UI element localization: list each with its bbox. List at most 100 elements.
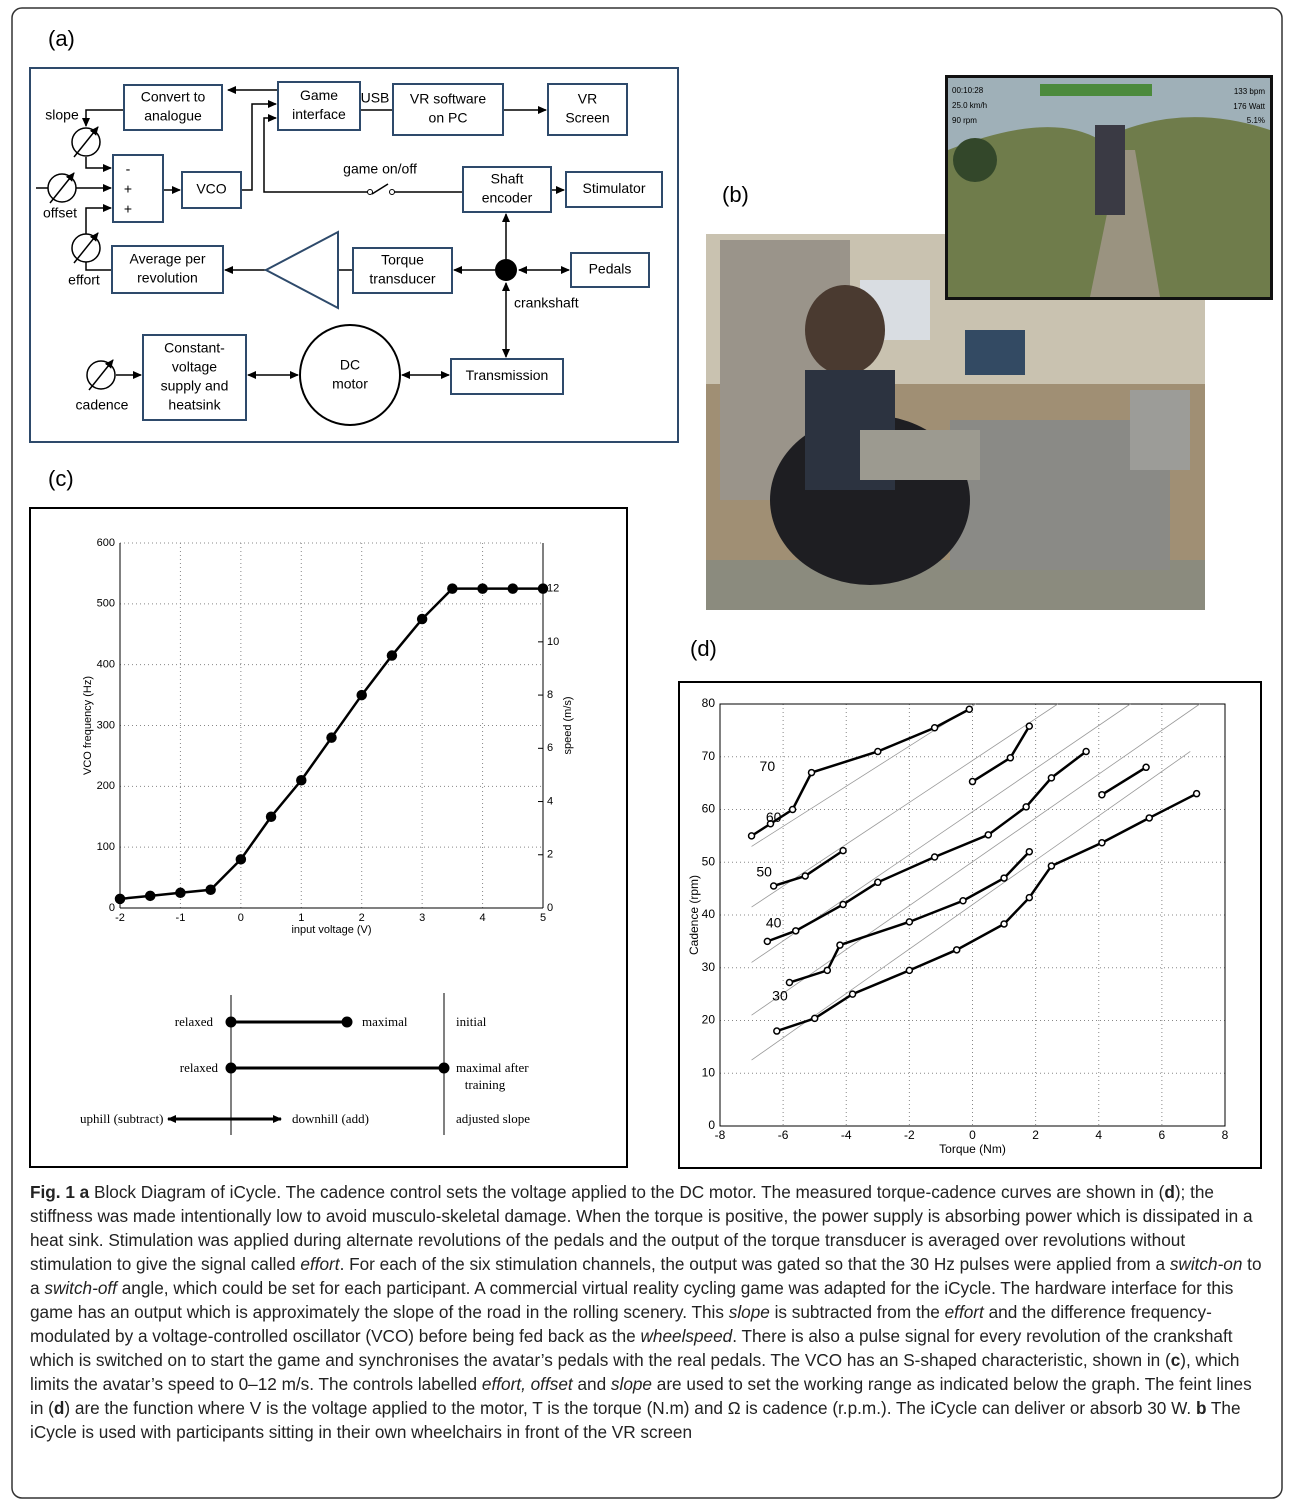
y2-tick-label: 2 <box>547 849 553 861</box>
x-tick-label: 3 <box>419 912 425 924</box>
data-point <box>267 812 276 821</box>
data-point <box>1007 755 1013 761</box>
caption-text: slope <box>611 1374 652 1394</box>
range-label: downhill (add) <box>292 1111 369 1126</box>
data-point <box>327 733 336 742</box>
summer-sign: + <box>124 181 132 197</box>
data-point <box>1026 895 1032 901</box>
y-tick-label: 70 <box>702 749 716 763</box>
diagram-label: Transmission <box>466 367 549 383</box>
curve-label: 60 <box>766 809 782 825</box>
diagram-label: heatsink <box>168 397 221 413</box>
summer-sign: + <box>124 201 132 217</box>
crankshaft-node <box>495 259 517 281</box>
crankshaft-label: crankshaft <box>514 295 579 311</box>
series-line <box>1102 767 1146 794</box>
x-tick-label: -2 <box>115 912 125 924</box>
caption-text: effort <box>300 1254 339 1274</box>
knob-label: cadence <box>76 397 129 413</box>
data-point <box>809 770 815 776</box>
caption-text: . For each of the six stimulation channe… <box>340 1254 1170 1274</box>
data-point <box>116 894 125 903</box>
series-line <box>752 704 976 846</box>
caption-text: c <box>1171 1350 1181 1370</box>
diagram-label: Stimulator <box>582 180 645 196</box>
panel-label: (c) <box>48 466 74 491</box>
data-point <box>1001 875 1007 881</box>
diagram-label: revolution <box>137 270 198 286</box>
caption-text: effort, offset <box>482 1374 573 1394</box>
data-point <box>771 883 777 889</box>
data-point <box>812 1015 818 1021</box>
data-point <box>387 651 396 660</box>
caption-text: ) are the function where V is the voltag… <box>64 1398 1196 1418</box>
switch-label: game on/off <box>343 161 417 177</box>
y-axis-label: VCO frequency (Hz) <box>82 676 94 775</box>
caption-text: switch-off <box>44 1278 117 1298</box>
diagram-label: Screen <box>565 110 609 126</box>
diagram-label: Game <box>300 87 338 103</box>
x-axis-label: input voltage (V) <box>291 924 371 936</box>
y2-axis-label: speed (m/s) <box>562 696 574 754</box>
y-tick-label: 10 <box>702 1065 716 1079</box>
diagram-label: supply and <box>161 378 229 394</box>
switch-contact <box>390 190 395 195</box>
curve-label: 30 <box>772 987 788 1003</box>
range-label: training <box>465 1077 506 1092</box>
y2-tick-label: 8 <box>547 689 553 701</box>
range-label: relaxed <box>180 1060 219 1075</box>
caption-text: Fig. 1 a <box>30 1182 89 1202</box>
x-tick-label: -6 <box>778 1128 789 1142</box>
series-line <box>120 589 543 899</box>
data-point <box>1143 764 1149 770</box>
data-point <box>970 779 976 785</box>
series-line <box>752 704 1200 1015</box>
caption-text: effort <box>945 1302 984 1322</box>
y-axis-label: Cadence (rpm) <box>687 875 701 955</box>
data-point <box>875 879 881 885</box>
caption-text: slope <box>729 1302 770 1322</box>
data-point <box>960 898 966 904</box>
data-point <box>802 873 808 879</box>
x-tick-label: -8 <box>715 1128 726 1142</box>
diagram-label: Torque <box>381 252 424 268</box>
y-tick-label: 20 <box>702 1013 716 1027</box>
y2-tick-label: 12 <box>547 583 559 595</box>
diagram-label: analogue <box>144 108 202 124</box>
data-point <box>1023 804 1029 810</box>
hud-text: 25.0 km/h <box>952 101 987 110</box>
x-tick-label: -1 <box>176 912 186 924</box>
y-tick-label: 60 <box>702 802 716 816</box>
y-tick-label: 600 <box>97 537 115 549</box>
data-point <box>1026 723 1032 729</box>
data-point <box>1099 792 1105 798</box>
diagram-label: on PC <box>429 110 468 126</box>
summer-sign: - <box>126 161 131 177</box>
caption-text: switch-on <box>1170 1254 1243 1274</box>
diagram-label: Average per <box>129 251 205 267</box>
caption-text: wheelspeed <box>641 1326 733 1346</box>
x-tick-label: 4 <box>1095 1128 1102 1142</box>
diagram-label: VCO <box>196 181 226 197</box>
motor-label: motor <box>332 376 368 392</box>
knob-label: effort <box>68 272 100 288</box>
y2-tick-label: 0 <box>547 902 553 914</box>
caption-text: Block Diagram of iCycle. The cadence con… <box>89 1182 1164 1202</box>
hud-text: 133 bpm <box>1234 87 1265 96</box>
panel-label: (d) <box>690 636 717 661</box>
data-point <box>793 928 799 934</box>
diagram-label: interface <box>292 106 346 122</box>
data-point <box>932 854 938 860</box>
y-tick-label: 40 <box>702 907 716 921</box>
y2-tick-label: 4 <box>547 795 553 807</box>
figure-page: (a) (b) (c) (d) DC motor - + + <box>0 0 1295 1506</box>
series-line <box>752 751 1191 1060</box>
caption: Fig. 1 a Block Diagram of iCycle. The ca… <box>30 1180 1265 1444</box>
x-axis-label: Torque (Nm) <box>939 1142 1006 1156</box>
hud-text: 90 rpm <box>952 116 977 125</box>
series-line <box>789 852 1029 983</box>
data-point <box>539 584 548 593</box>
data-point <box>418 615 427 624</box>
data-point <box>1048 863 1054 869</box>
diagram-label: VR software <box>410 91 486 107</box>
